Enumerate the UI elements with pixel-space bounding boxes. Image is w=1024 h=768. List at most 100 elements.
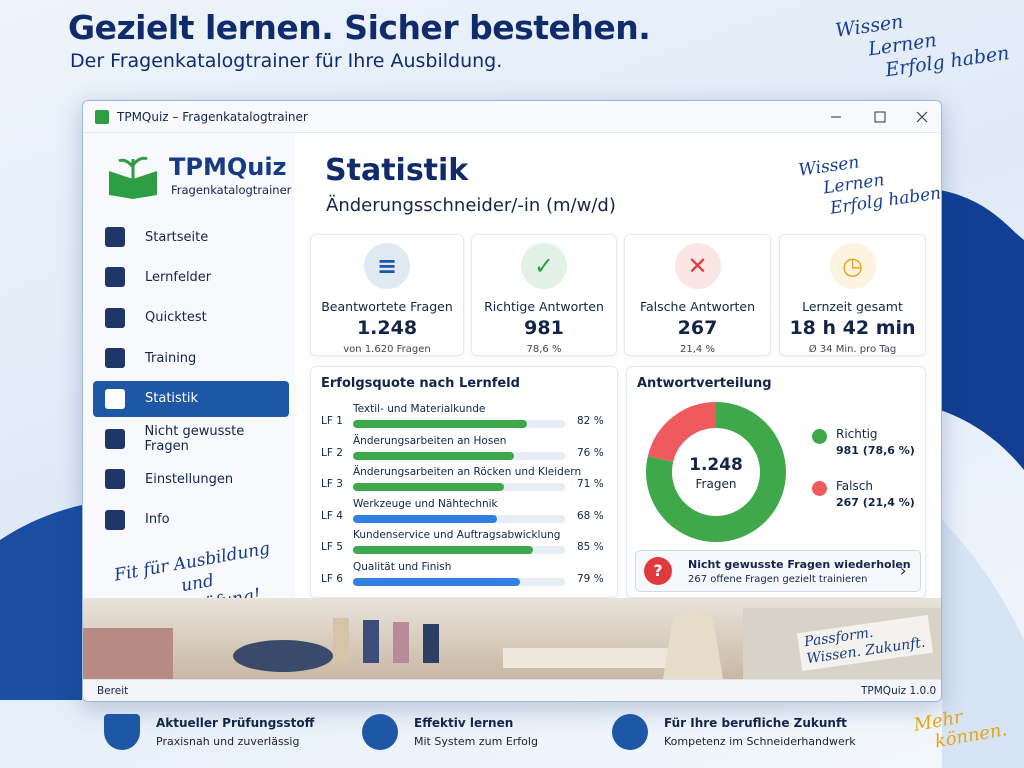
bar-track	[353, 514, 565, 523]
nav-item[interactable]: Info	[93, 502, 289, 538]
row-name: Kundenservice und Auftragsabwicklung	[353, 529, 561, 541]
feature-text: Praxisnah und zuverlässig	[156, 735, 300, 748]
app-icon	[95, 110, 109, 124]
nav-label: Info	[145, 512, 170, 528]
nav-label: Nicht gewusste Fragen	[144, 424, 245, 454]
row-code: LF 6	[321, 572, 343, 585]
feature-title: Für Ihre berufliche Zukunft	[664, 716, 847, 730]
nav-label: Quicktest	[145, 310, 207, 326]
donut-total: 1.248	[689, 455, 743, 475]
nav-item[interactable]: Statistik	[93, 380, 289, 417]
row-percent: 82 %	[577, 415, 604, 427]
status-bar: Bereit TPMQuiz 1.0.0	[83, 679, 941, 701]
card-icon: ≡	[364, 243, 410, 289]
chevron: ›	[900, 561, 907, 580]
window-title: TPMQuiz – Fragenkatalogtrainer	[117, 110, 308, 124]
nav-item[interactable]: Training	[93, 340, 289, 376]
row-name: Änderungsarbeiten an Röcken und Kleidern	[353, 466, 582, 478]
row-code: LF 1	[321, 415, 343, 427]
row-code: LF 2	[321, 446, 343, 459]
donut-chart	[646, 402, 786, 542]
row-percent: 71 %	[577, 478, 604, 490]
nav-label: Einstellungen	[145, 471, 234, 487]
page-title: Statistik	[325, 153, 469, 188]
legend-value: 981 (78,6 %)	[836, 444, 915, 457]
bar	[353, 451, 515, 460]
lernfeld-row: LF 2 Änderungsarbeiten an Hosen 76 %	[311, 435, 617, 465]
card-note: von 1.620 Fragen	[343, 344, 431, 355]
repeat-icon: ?	[644, 557, 672, 585]
card-icon: ✓	[521, 243, 567, 289]
repeat-subtitle: 267 offene Fragen gezielt trainieren	[688, 574, 868, 585]
title-bar: TPMQuiz – Fragenkatalogtrainer	[83, 101, 941, 133]
row-name: Änderungsarbeiten an Hosen	[353, 434, 507, 447]
card-label: Beantwortete Fragen	[321, 299, 453, 314]
row-name: Textil- und Materialkunde	[353, 403, 486, 415]
feature-title: Effektiv lernen	[414, 716, 514, 730]
bar-track	[353, 420, 565, 428]
card-label: Richtige Antworten	[484, 299, 604, 314]
feature: Für Ihre berufliche Zukunft Kompetenz im …	[608, 708, 858, 758]
app-window: TPMQuiz – Fragenkatalogtrainer TPMQuiz F…	[82, 100, 942, 702]
card-value: 1.248	[356, 317, 418, 339]
nav-icon	[105, 388, 125, 409]
nav-icon	[105, 429, 125, 449]
logo-subtitle: Fragenkatalogtrainer	[171, 183, 292, 197]
nav-item[interactable]: Nicht gewusste Fragen	[93, 421, 289, 457]
row-code: LF 5	[321, 541, 343, 553]
lernfeld-row: LF 5 Kundenservice und Auftragsabwicklung…	[311, 529, 617, 559]
repeat-title: Nicht gewusste Fragen wiederholen	[688, 558, 911, 571]
bar-track	[353, 451, 565, 460]
feature-title: Aktueller Prüfungsstoff	[156, 716, 315, 730]
nav-item[interactable]: Einstellungen	[93, 461, 289, 497]
photo-band: Passform. Wissen. Zukunft.	[83, 598, 941, 679]
nav-item[interactable]: Startseite	[93, 219, 289, 255]
nav-icon	[105, 469, 125, 490]
version: TPMQuiz 1.0.0	[861, 685, 937, 697]
row-name: Werkzeuge und Nähtechnik	[353, 497, 498, 510]
bar	[353, 483, 504, 491]
stat-card: ≡ Beantwortete Fragen 1.248 von 1.620 Frage…	[310, 234, 464, 356]
nav-item[interactable]: Lernfelder	[93, 259, 289, 295]
distribution-panel: Antwortverteilung 1.248 Fragen ? Nicht g…	[626, 366, 926, 598]
logo: TPMQuiz	[169, 153, 287, 181]
card-value: 267	[677, 317, 718, 339]
page-subtitle: Änderungsschneider/-in (m/w/d)	[326, 195, 616, 216]
nav-icon	[105, 509, 125, 530]
row-code: LF 3	[321, 478, 343, 490]
feature-icon	[104, 714, 140, 750]
feature-text: Kompetenz im Schneiderhandwerk	[664, 735, 856, 748]
window-controls[interactable]	[823, 109, 933, 125]
nav-label: Training	[145, 350, 197, 366]
sidebar: TPMQuiz Fragenkatalogtrainer Startseite L…	[83, 133, 295, 679]
panel-title: Erfolgsquote nach Lernfeld	[321, 376, 520, 391]
feature-text: Mit System zum Erfolg	[414, 735, 538, 748]
bar	[353, 514, 498, 523]
lernfeld-row: LF 1 Textil- und Materialkunde 82 %	[311, 403, 617, 433]
feature-icon	[362, 714, 398, 750]
repeat-button[interactable]: ? Nicht gewusste Fragen wiederholen 267 …	[635, 550, 921, 592]
card-label: Falsche Antworten	[639, 299, 756, 314]
row-name: Qualität und Finish	[353, 560, 452, 573]
bar	[353, 577, 521, 586]
subheadline: Der Fragenkatalogtrainer für Ihre Ausbil…	[70, 50, 503, 72]
card-icon: ◷	[829, 243, 876, 289]
lernfeld-row: LF 4 Werkzeuge und Nähtechnik 68 %	[311, 498, 617, 528]
legend-name: Richtig	[836, 427, 878, 441]
legend-dot	[812, 481, 827, 496]
nav-icon	[105, 348, 125, 369]
headline: Gezielt lernen. Sicher bestehen.	[68, 8, 651, 47]
nav-item[interactable]: Quicktest	[93, 300, 289, 336]
page-slogan: Wissen Lernen Erfolg haben	[797, 142, 941, 224]
card-note: 21,4 %	[680, 344, 715, 355]
legend-name: Falsch	[836, 479, 873, 493]
bar-track	[353, 577, 565, 586]
stat-card: ✓ Richtige Antworten 981 78,6 %	[471, 234, 617, 356]
nav-icon	[105, 307, 125, 328]
success-panel: Erfolgsquote nach Lernfeld LF 1 Textil- u…	[310, 366, 618, 598]
status-text: Bereit	[97, 685, 129, 697]
nav-label: Lernfelder	[145, 269, 212, 285]
bar	[353, 420, 527, 428]
row-percent: 68 %	[577, 509, 604, 522]
